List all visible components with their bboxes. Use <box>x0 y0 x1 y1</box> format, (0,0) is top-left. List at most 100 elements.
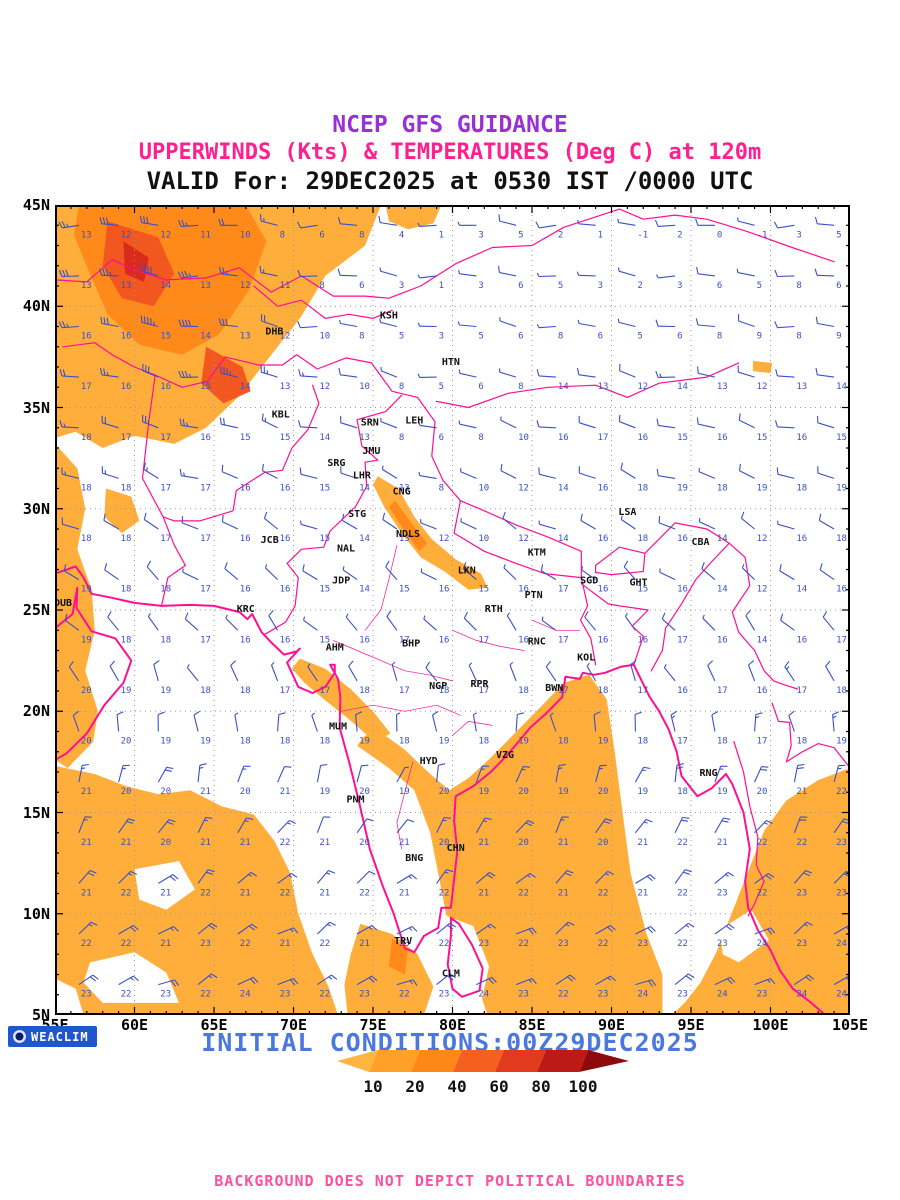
svg-text:17: 17 <box>558 635 569 645</box>
svg-text:12: 12 <box>518 483 529 493</box>
svg-text:STG: STG <box>348 509 366 520</box>
svg-text:12: 12 <box>319 382 330 392</box>
svg-text:CHN: CHN <box>447 843 465 854</box>
svg-text:1: 1 <box>439 230 444 240</box>
svg-text:5: 5 <box>558 281 563 291</box>
svg-text:14: 14 <box>677 382 688 392</box>
svg-text:12: 12 <box>121 230 132 240</box>
svg-text:23: 23 <box>399 939 410 949</box>
svg-text:18: 18 <box>200 686 211 696</box>
svg-text:19: 19 <box>518 737 529 747</box>
svg-text:22: 22 <box>796 838 807 848</box>
svg-text:JMU: JMU <box>362 446 380 457</box>
svg-text:23: 23 <box>757 990 768 1000</box>
svg-text:8: 8 <box>518 382 523 392</box>
svg-text:23: 23 <box>717 939 728 949</box>
x-tick-label: 85E <box>518 1016 546 1034</box>
svg-text:16: 16 <box>359 635 370 645</box>
svg-text:0: 0 <box>717 230 722 240</box>
svg-text:22: 22 <box>677 838 688 848</box>
svg-text:15: 15 <box>319 534 330 544</box>
svg-text:18: 18 <box>81 534 92 544</box>
svg-text:HTN: HTN <box>442 357 460 368</box>
svg-text:24: 24 <box>717 990 728 1000</box>
svg-text:23: 23 <box>796 939 807 949</box>
svg-text:18: 18 <box>598 686 609 696</box>
svg-text:16: 16 <box>637 635 648 645</box>
svg-text:NAL: NAL <box>337 543 355 554</box>
svg-text:2: 2 <box>677 230 682 240</box>
svg-text:LHR: LHR <box>353 470 372 481</box>
svg-text:16: 16 <box>240 483 251 493</box>
svg-text:21: 21 <box>637 838 648 848</box>
svg-text:22: 22 <box>121 990 132 1000</box>
svg-text:22: 22 <box>200 888 211 898</box>
station-labels: DHB KSH HTN KBL SRN LEH JMU SRG LHR CNG STG NDLS JCB… <box>55 310 718 979</box>
svg-text:1: 1 <box>439 281 444 291</box>
svg-text:19: 19 <box>717 787 728 797</box>
svg-text:13: 13 <box>359 433 370 443</box>
svg-text:16: 16 <box>280 483 291 493</box>
svg-text:15: 15 <box>757 433 768 443</box>
svg-text:17: 17 <box>796 686 807 696</box>
svg-text:23: 23 <box>796 888 807 898</box>
svg-text:6: 6 <box>319 230 324 240</box>
svg-text:22: 22 <box>757 838 768 848</box>
svg-text:15: 15 <box>319 585 330 595</box>
svg-text:19: 19 <box>439 737 450 747</box>
svg-text:8: 8 <box>558 332 563 342</box>
svg-text:12: 12 <box>757 382 768 392</box>
svg-text:18: 18 <box>836 686 847 696</box>
svg-text:5: 5 <box>836 230 841 240</box>
svg-text:14: 14 <box>717 585 728 595</box>
svg-text:14: 14 <box>836 382 847 392</box>
y-tick-label: 15N <box>22 803 50 822</box>
svg-text:20: 20 <box>757 787 768 797</box>
svg-text:23: 23 <box>836 888 847 898</box>
svg-text:14: 14 <box>558 483 569 493</box>
x-tick-label: 80E <box>438 1016 467 1034</box>
x-tick-label: 65E <box>200 1016 228 1034</box>
svg-text:23: 23 <box>836 838 847 848</box>
svg-text:5: 5 <box>478 332 483 342</box>
svg-text:16: 16 <box>677 686 688 696</box>
svg-text:16: 16 <box>637 433 648 443</box>
svg-text:21: 21 <box>558 888 569 898</box>
svg-text:8: 8 <box>439 483 444 493</box>
temperature-values: 13 12 12 11 10 8 6 8 4 1 3 5 2 1 -1 2 0 -1 3 513 13 14 13 12 11 8… <box>81 230 847 999</box>
svg-text:18: 18 <box>439 686 450 696</box>
svg-text:14: 14 <box>359 534 370 544</box>
svg-text:19: 19 <box>677 483 688 493</box>
svg-text:LSA: LSA <box>618 507 636 518</box>
svg-text:16: 16 <box>757 686 768 696</box>
svg-text:18: 18 <box>677 787 688 797</box>
svg-text:12: 12 <box>280 332 291 342</box>
svg-text:20: 20 <box>81 737 92 747</box>
svg-text:60: 60 <box>489 1077 508 1096</box>
svg-text:20: 20 <box>359 838 370 848</box>
svg-text:22: 22 <box>757 888 768 898</box>
svg-text:17: 17 <box>717 686 728 696</box>
svg-text:MUM: MUM <box>329 722 347 733</box>
svg-text:16: 16 <box>240 534 251 544</box>
svg-text:20: 20 <box>405 1077 424 1096</box>
svg-text:KSH: KSH <box>380 310 398 321</box>
svg-text:20: 20 <box>598 787 609 797</box>
svg-text:18: 18 <box>81 433 92 443</box>
svg-text:8: 8 <box>399 433 404 443</box>
svg-text:24: 24 <box>478 990 489 1000</box>
svg-text:18: 18 <box>399 737 410 747</box>
svg-text:13: 13 <box>598 382 609 392</box>
svg-text:17: 17 <box>200 635 211 645</box>
svg-text:17: 17 <box>200 483 211 493</box>
svg-text:19: 19 <box>200 737 211 747</box>
svg-text:17: 17 <box>757 737 768 747</box>
svg-text:6: 6 <box>518 281 523 291</box>
svg-text:16: 16 <box>121 332 132 342</box>
svg-text:VZG: VZG <box>496 750 514 761</box>
svg-text:6: 6 <box>717 281 722 291</box>
svg-text:13: 13 <box>280 382 291 392</box>
svg-text:15: 15 <box>637 585 648 595</box>
svg-text:23: 23 <box>359 990 370 1000</box>
svg-text:19: 19 <box>160 737 171 747</box>
